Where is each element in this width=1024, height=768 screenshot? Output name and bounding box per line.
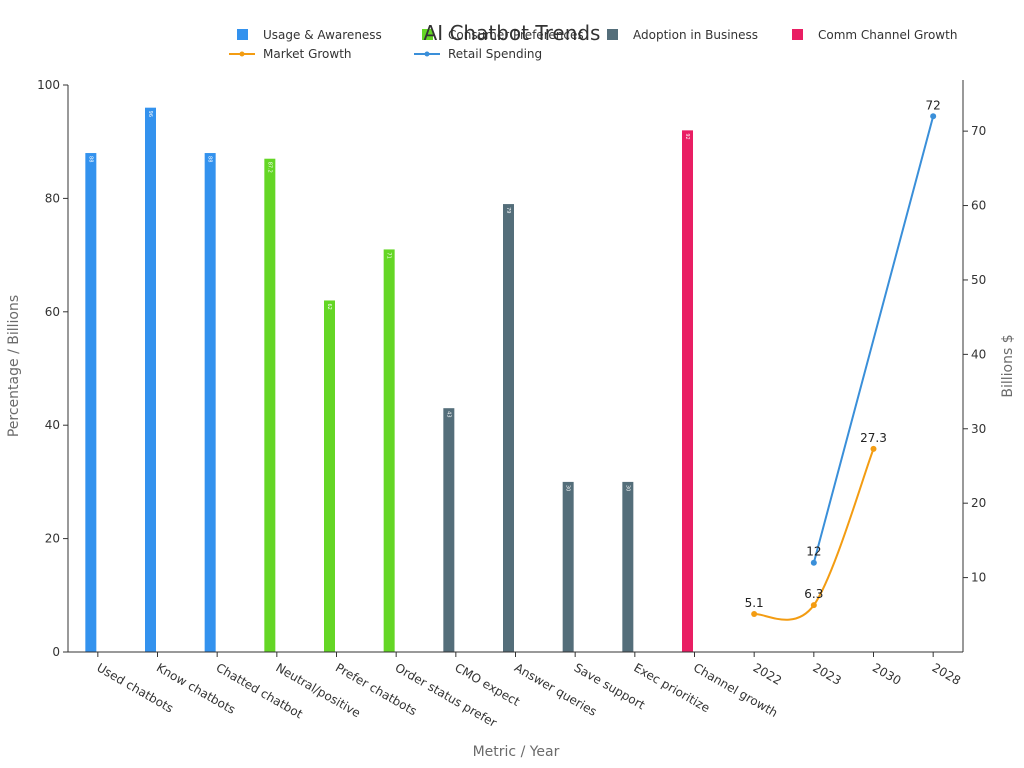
bar[interactable] — [204, 153, 216, 653]
bar-value-label: 43 — [445, 411, 451, 417]
bar[interactable] — [682, 130, 693, 653]
y-tick-label: 100 — [37, 78, 60, 92]
bar-value-label: 96 — [147, 111, 153, 117]
bar[interactable] — [622, 481, 634, 652]
y-tick-label: 40 — [45, 418, 60, 432]
legend-label: Comm Channel Growth — [818, 28, 957, 42]
x-tick-label: 2022 — [751, 660, 784, 687]
bar[interactable] — [145, 107, 156, 653]
legend-swatch-point — [424, 51, 430, 57]
legend-item[interactable]: Comm Channel Growth — [792, 28, 957, 42]
x-tick-label: 2030 — [870, 660, 903, 687]
legend-item[interactable]: Adoption in Business — [607, 28, 758, 42]
bar-value-label: 62 — [326, 303, 332, 309]
line-point[interactable] — [870, 445, 877, 452]
y-tick-label: 20 — [45, 532, 60, 546]
x-axis-title: Metric / Year — [473, 744, 560, 760]
legend-swatch-point — [239, 51, 245, 57]
x-tick-label: 2028 — [930, 660, 963, 687]
point-value-label: 5.1 — [745, 596, 764, 610]
y2-tick-label: 10 — [971, 571, 986, 585]
legend-swatch — [607, 29, 618, 40]
legend-item[interactable]: Market Growth — [229, 47, 352, 61]
line-point[interactable] — [751, 611, 758, 618]
bar-value-label: 88 — [207, 156, 213, 162]
legend-swatch — [237, 29, 248, 40]
y-tick-label: 80 — [45, 191, 60, 205]
legend-swatch — [792, 29, 803, 40]
bar-value-label: 71 — [386, 252, 392, 258]
y2-tick-label: 60 — [971, 199, 986, 213]
chart-title: AI Chatbot Trends — [424, 21, 601, 45]
bar-value-label: 30 — [624, 485, 630, 491]
legend-swatch — [422, 29, 433, 40]
lines: 5.1 6.3 27.3 12 72 — [745, 98, 941, 621]
line-point[interactable] — [810, 559, 817, 566]
y2-tick-label: 70 — [971, 124, 986, 138]
legend-item[interactable]: Retail Spending — [414, 47, 542, 61]
point-value-label: 6.3 — [804, 587, 823, 601]
y2-tick-label: 50 — [971, 273, 986, 287]
point-value-label: 72 — [926, 98, 941, 112]
y2-tick-label: 20 — [971, 496, 986, 510]
line-series[interactable] — [754, 448, 875, 621]
point-value-label: 27.3 — [860, 431, 887, 445]
x-tick-label: 2023 — [810, 660, 843, 687]
legend: Usage & Awareness Consumer Preferences Ado… — [229, 28, 957, 61]
y2-tick-label: 40 — [971, 347, 986, 361]
legend-label: Adoption in Business — [633, 28, 758, 42]
legend-label: Retail Spending — [448, 47, 542, 61]
legend-item[interactable]: Consumer Preferences — [422, 28, 584, 42]
x-tick-label: Order status prefer — [393, 660, 499, 730]
legend-label: Market Growth — [263, 47, 352, 61]
y-tick-label: 60 — [45, 305, 60, 319]
bars: 88 96 88 87.2 62 71 43 79 30 30 92 — [85, 107, 693, 653]
legend-label: Usage & Awareness — [263, 28, 382, 42]
bar[interactable] — [383, 249, 395, 652]
bar-value-label: 79 — [505, 207, 511, 213]
legend-label: Consumer Preferences — [448, 28, 584, 42]
bar[interactable] — [264, 158, 276, 652]
y-tick-label: 0 — [52, 645, 60, 659]
bar-value-label: 30 — [565, 485, 571, 491]
y-axis-title: Percentage / Billions — [6, 295, 22, 437]
line-point[interactable] — [930, 113, 937, 120]
bar[interactable] — [562, 481, 574, 652]
y2-axis-title: Billions $ — [1000, 334, 1016, 397]
bar[interactable] — [85, 153, 97, 653]
point-value-label: 12 — [806, 545, 821, 559]
bar[interactable] — [443, 408, 455, 652]
y2-tick-label: 30 — [971, 422, 986, 436]
line-point[interactable] — [810, 602, 817, 609]
bar[interactable] — [503, 204, 514, 652]
bar-value-label: 87.2 — [266, 162, 272, 173]
legend-item[interactable]: Usage & Awareness — [237, 28, 382, 42]
line-series[interactable] — [812, 115, 935, 563]
bar[interactable] — [324, 300, 335, 652]
bar-value-label: 92 — [684, 133, 690, 139]
bar-value-label: 88 — [87, 156, 93, 162]
